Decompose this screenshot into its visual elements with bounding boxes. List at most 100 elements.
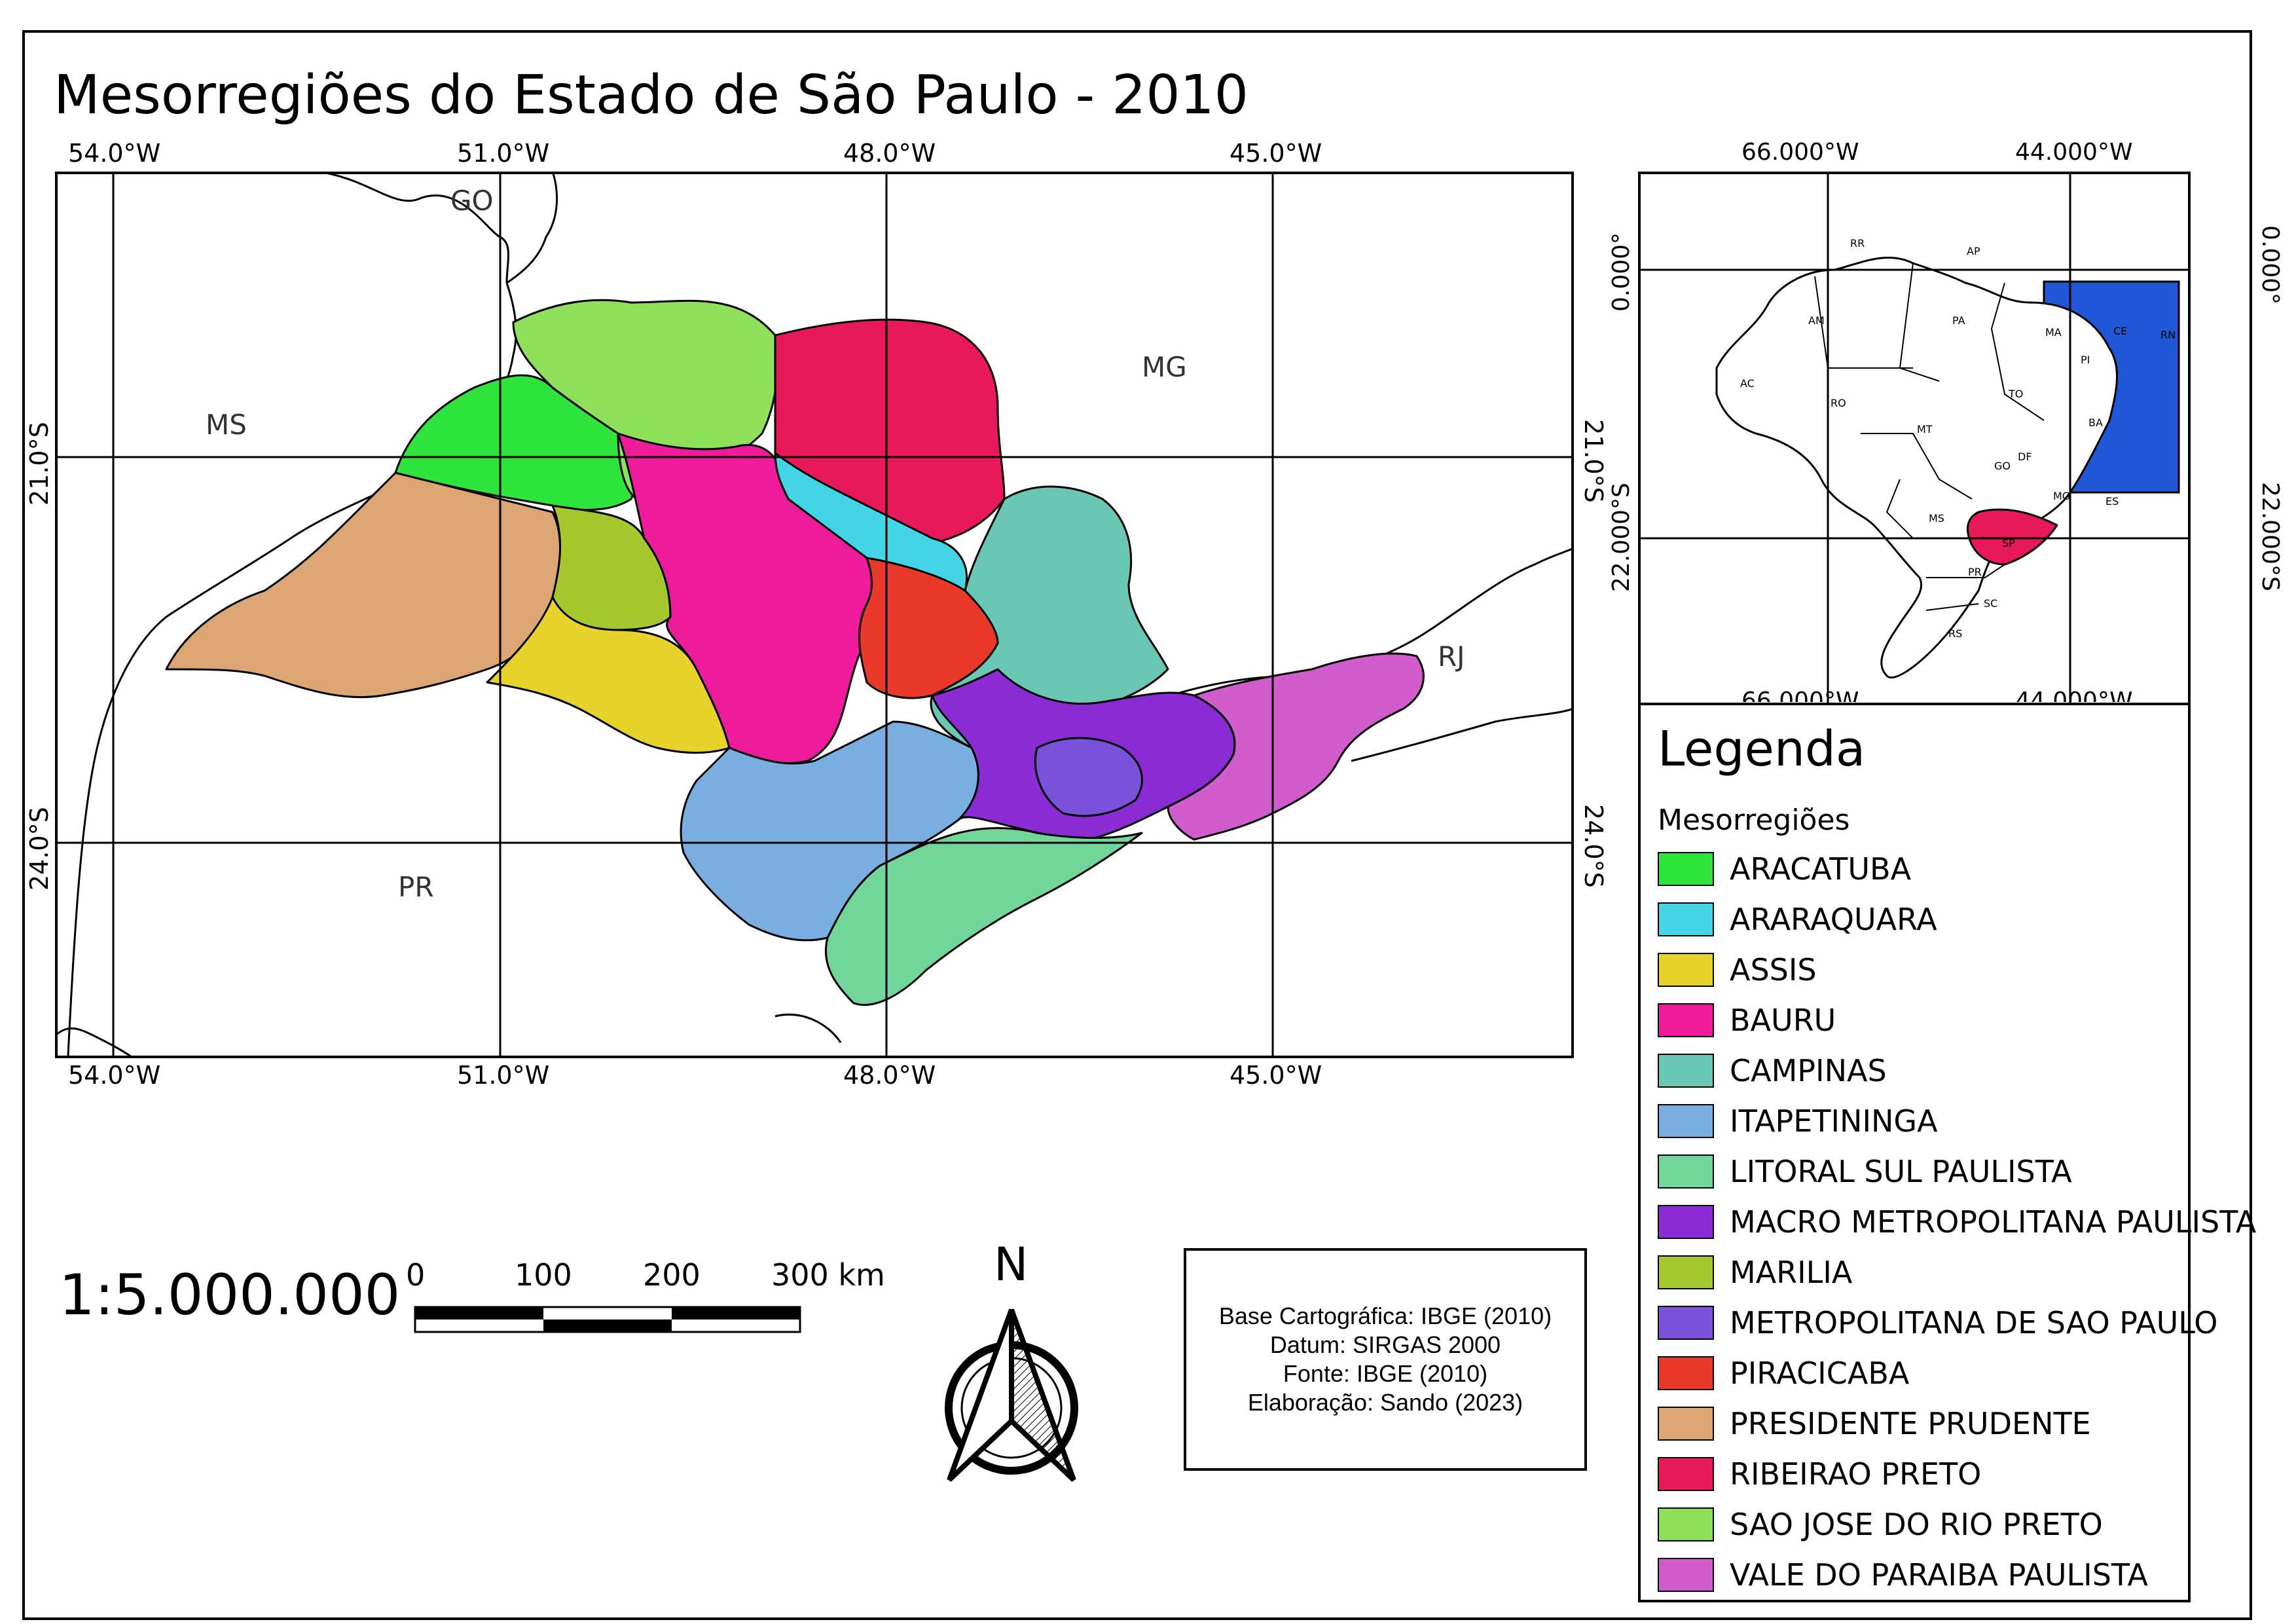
coast-fragment [774,1013,842,1043]
lon-label-bottom-54: 54.0°W [68,1061,161,1090]
scale-label-100: 100 [515,1257,572,1293]
inset-label-df: DF [2018,451,2032,463]
region-litoral-sul-paulista [824,827,1143,1006]
legend-label: BAURU [1730,1003,1836,1038]
legend-swatch [1658,1003,1714,1037]
legend-label: CAMPINAS [1730,1053,1887,1088]
inset-label-ac: AC [1740,377,1755,390]
lon-label-top-45: 45.0°W [1230,139,1322,168]
map-layout-frame [22,30,2252,1620]
legend-label: PRESIDENTE PRUDENTE [1730,1406,2091,1441]
region-itapetininga [680,720,979,942]
legend: Legenda Mesorregiões ARACATUBA ARARAQUARA… [1638,703,2256,1602]
inset-label-rr: RR [1850,237,1865,249]
inset-label-ce: CE [2113,325,2128,337]
legend-label: PIRACICABA [1730,1356,1910,1391]
legend-title: Legenda [1658,721,1866,777]
state-label-ms: MS [206,409,247,441]
legend-swatch [1658,1558,1714,1592]
legend-swatch [1658,1154,1714,1189]
lat-label-right-24: 24.0°S [1579,804,1608,888]
legend-item: METROPOLITANA DE SAO PAULO [1658,1304,2217,1341]
credits-datum: Datum: SIRGAS 2000 [1269,1331,1501,1358]
inset-label-go: GO [1994,460,2011,472]
inset-label-pr: PR [1968,566,1982,578]
border-mg-rj [1135,547,1574,710]
legend-swatch [1658,1457,1714,1491]
inset-label-pa: PA [1952,314,1965,327]
legend-swatch [1658,1507,1714,1541]
legend-label: MACRO METROPOLITANA PAULISTA [1730,1204,2257,1240]
inset-label-ro: RO [1831,397,1846,409]
state-label-pr: PR [398,871,434,903]
map-title: Mesorregiões do Estado de São Paulo - 20… [54,64,1248,126]
legend-item: PIRACICABA [1658,1355,1909,1392]
inset-label-rs: RS [1948,627,1963,640]
legend-item: SAO JOSE DO RIO PRETO [1658,1506,2103,1543]
credits-source: Base Cartográfica: IBGE (2010) [1218,1302,1552,1329]
legend-item: RIBEIRAO PRETO [1658,1456,1981,1492]
inset-label-to: TO [2009,388,2024,400]
inset-lat-label-left-22: 22.000°S [1608,483,1635,592]
lon-label-bottom-48: 48.0°W [843,1061,936,1090]
lon-label-top-54: 54.0°W [68,139,161,168]
lat-label-left-21: 21.0°S [25,422,54,506]
inset-lat-label-left-0: 0.000° [1608,232,1635,312]
credits-fonte: Fonte: IBGE (2010) [1283,1360,1488,1387]
legend-item: ASSIS [1658,951,1817,988]
legend-label: SAO JOSE DO RIO PRETO [1730,1507,2103,1542]
legend-swatch [1658,953,1714,987]
border-rj-coast [1351,707,1574,762]
legend-swatch [1658,1356,1714,1390]
legend-label: METROPOLITANA DE SAO PAULO [1730,1305,2218,1340]
legend-item: ARACATUBA [1658,851,1911,887]
legend-item: ARARAQUARA [1658,901,1937,938]
inset-state-sp [1966,508,2058,566]
legend-swatch [1658,1306,1714,1340]
main-map[interactable] [55,172,1574,1058]
state-label-go: GO [450,185,494,217]
legend-item: MACRO METROPOLITANA PAULISTA [1658,1204,2256,1240]
region-assis [486,596,731,754]
legend-label: MARILIA [1730,1255,1853,1290]
north-arrow-icon [945,1308,1078,1482]
border-go-ms [316,172,509,284]
legend-swatch [1658,1054,1714,1088]
state-label-mg: MG [1142,351,1187,383]
scale-label-300: 300 km [771,1257,885,1293]
scale-bar [414,1306,801,1333]
legend-item: MARILIA [1658,1254,1852,1291]
legend-swatch [1658,1205,1714,1239]
inset-label-rn: RN [2160,329,2176,341]
scale-ratio: 1:5.000.000 [59,1263,401,1328]
border-go-mg [506,172,558,284]
legend-label: VALE DO PARAIBA PAULISTA [1730,1557,2148,1593]
inset-label-pi: PI [2081,354,2090,366]
legend-label: ASSIS [1730,952,1817,987]
inset-map[interactable] [1638,172,2191,728]
inset-label-am: AM [1808,314,1825,327]
legend-label: ARARAQUARA [1730,902,1937,937]
legend-item: BAURU [1658,1002,1836,1039]
legend-label: ITAPETININGA [1730,1103,1938,1139]
border-pr-coast [55,1027,134,1058]
legend-subtitle: Mesorregiões [1658,803,1850,837]
lon-label-top-48: 48.0°W [843,139,936,168]
inset-lon-label-top-44: 44.000°W [2015,139,2133,166]
lon-label-top-51: 51.0°W [457,139,550,168]
legend-swatch [1658,1407,1714,1441]
lon-label-bottom-45: 45.0°W [1230,1061,1322,1090]
north-arrow-letter: N [994,1238,1029,1291]
inset-label-ma: MA [2045,326,2062,339]
legend-item: VALE DO PARAIBA PAULISTA [1658,1557,2148,1593]
inset-lon-label-bottom-66: 66.000°W [1741,688,1859,702]
inset-lon-label-top-66: 66.000°W [1741,139,1859,166]
legend-swatch [1658,902,1714,936]
legend-item: ITAPETININGA [1658,1103,1938,1139]
lon-label-bottom-51: 51.0°W [457,1061,550,1090]
legend-item: LITORAL SUL PAULISTA [1658,1153,2072,1190]
lat-label-right-21: 21.0°S [1579,419,1608,503]
region-vale-do-paraiba-paulista [1167,652,1425,841]
inset-lat-label-right-22: 22.000°S [2257,482,2284,591]
legend-swatch [1658,1104,1714,1138]
